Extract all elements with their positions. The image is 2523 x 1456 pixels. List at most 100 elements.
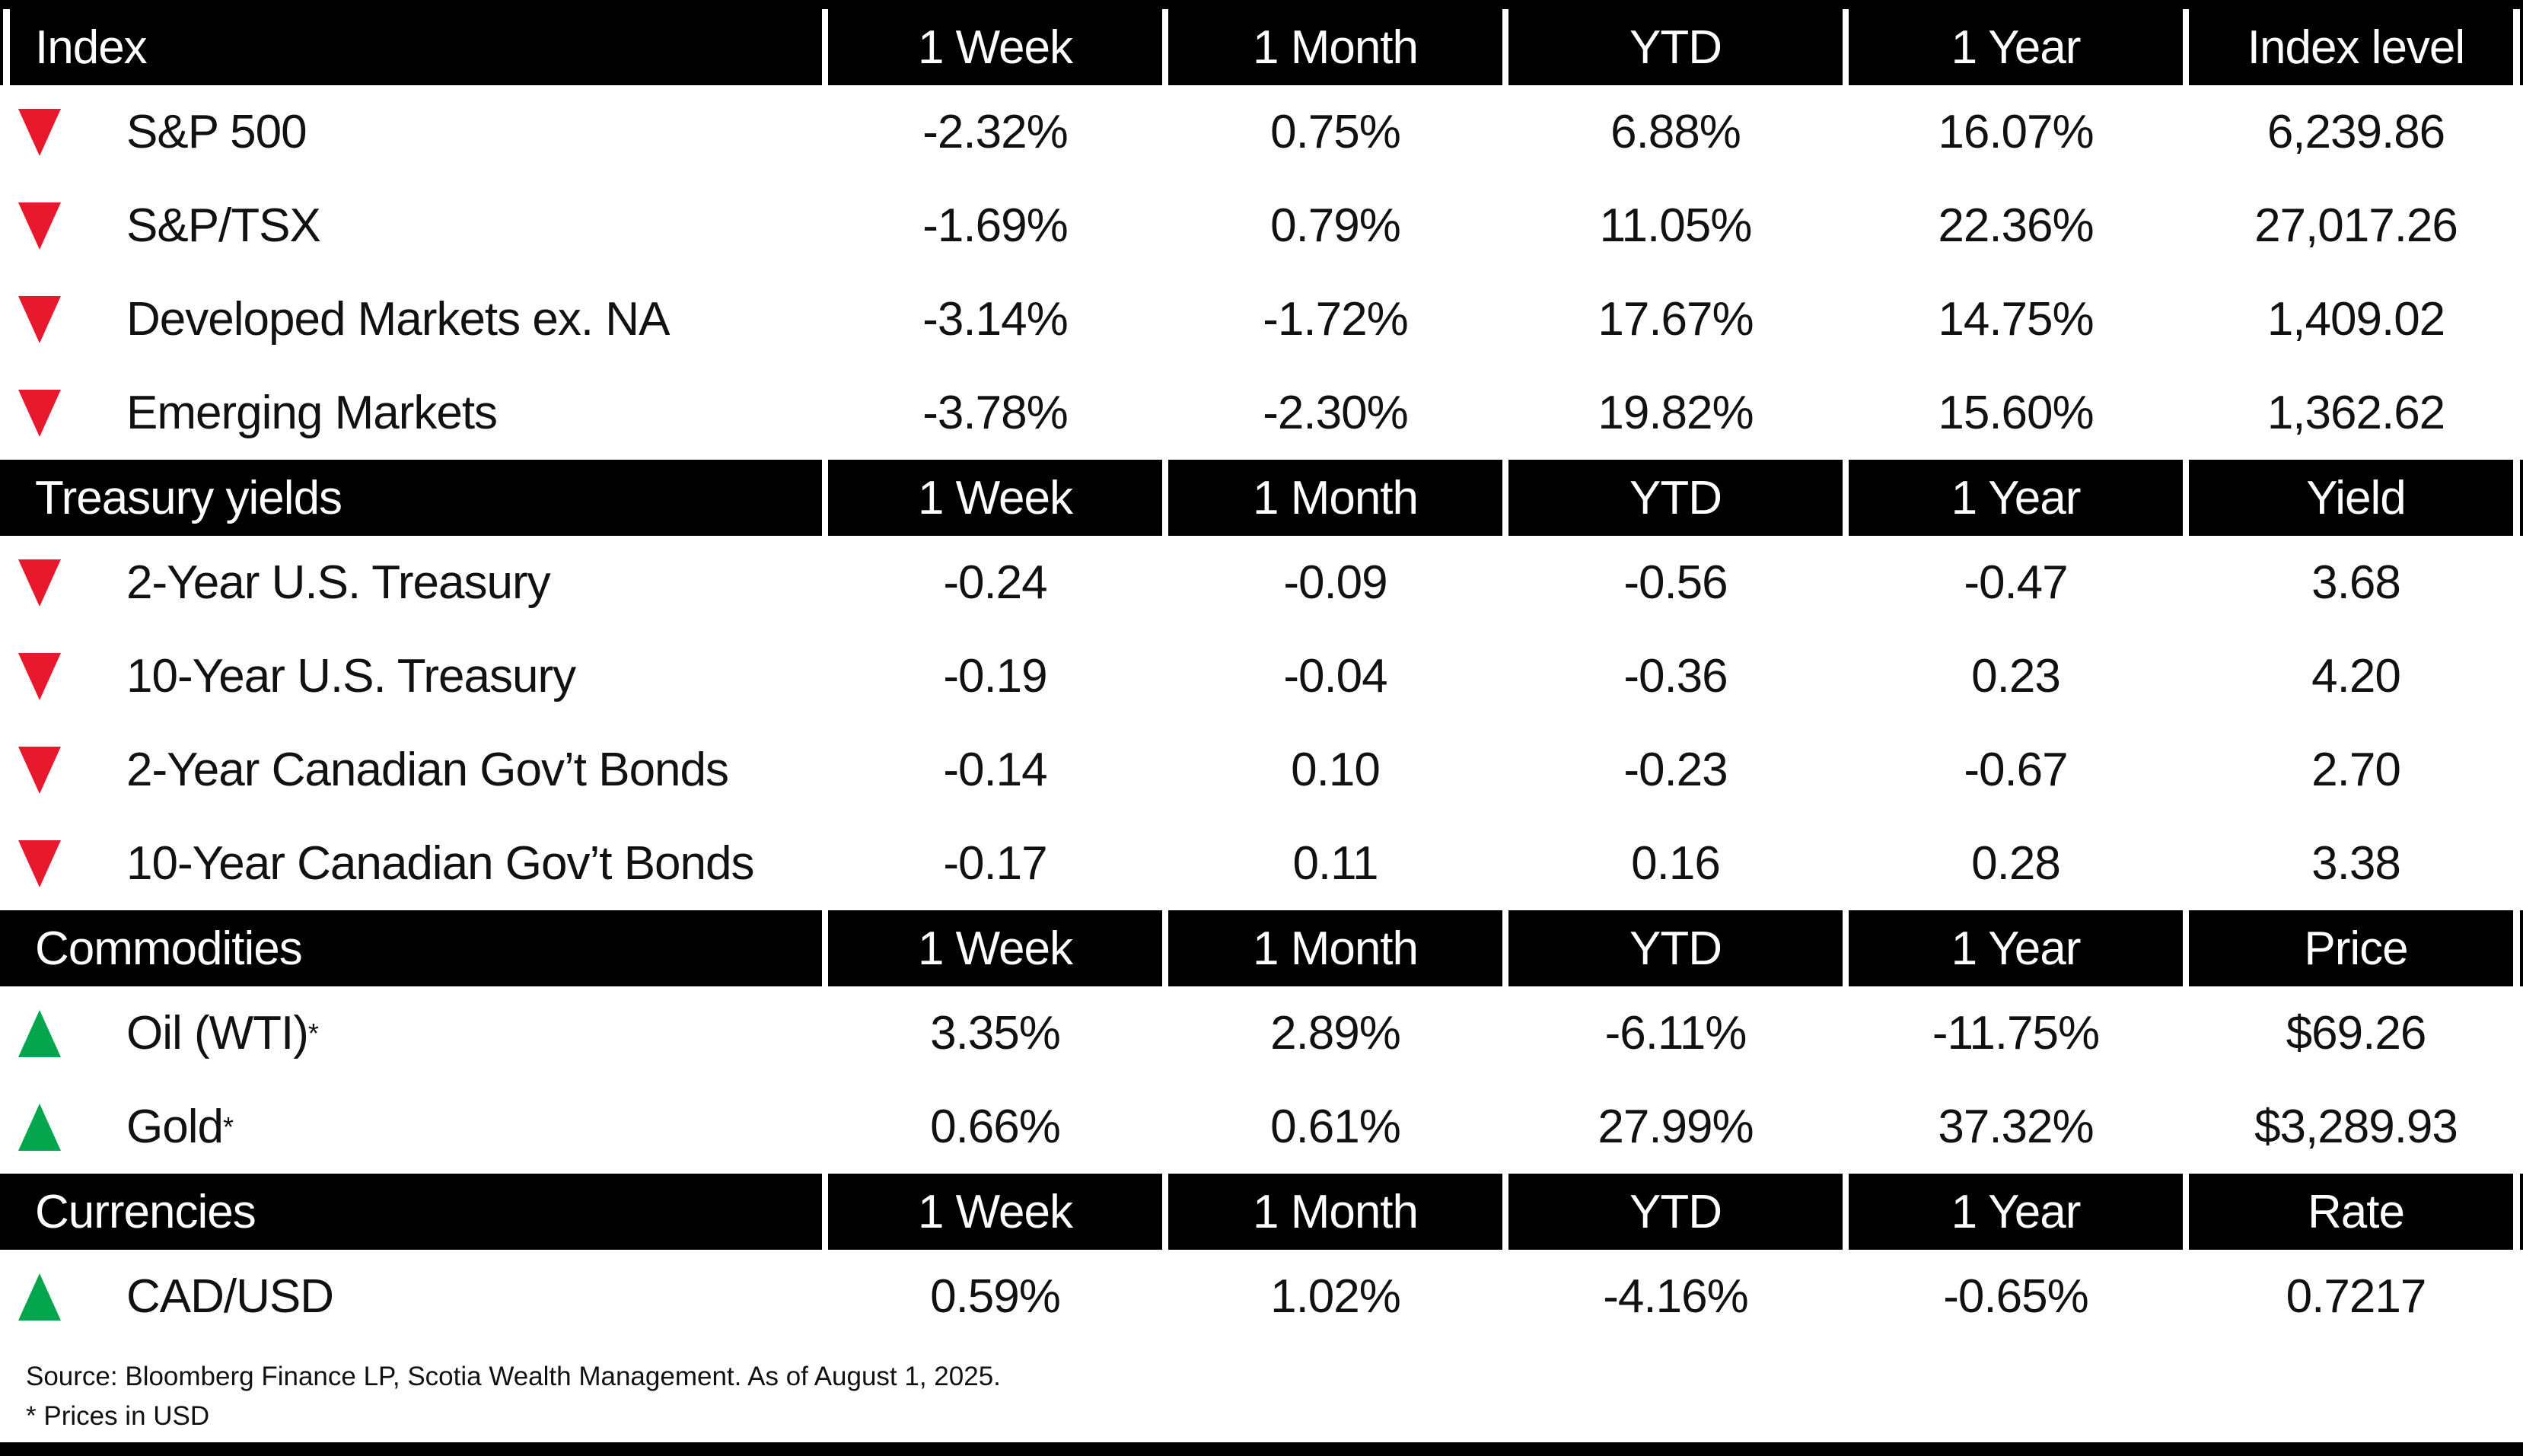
table-row-cadusd: CAD/USD 0.59% 1.02% -4.16% -0.65% 0.7217 [0,1250,2523,1343]
cell-index-level: 1,362.62 [2267,387,2445,439]
cell-ytd: -0.36 [1623,650,1728,703]
up-triangle-icon [18,1009,61,1057]
cell-1month: 2.89% [1270,1007,1401,1059]
row-label: Developed Markets ex. NA [126,293,670,346]
commodities-header-row: Commodities 1 Week 1 Month YTD 1 Year Pr… [0,910,2523,986]
cell-index-level: 6,239.86 [2267,106,2445,158]
row-label-cell: S&P 500 [0,85,822,179]
cell-1year: -11.75% [1932,1007,2100,1059]
row-label: 2-Year Canadian Gov’t Bonds [126,744,729,796]
cell-1week: -2.32% [922,106,1068,158]
row-label-cell: 2-Year Canadian Gov’t Bonds [0,723,822,817]
cell-1year: 14.75% [1938,293,2094,346]
section-commodities: Commodities 1 Week 1 Month YTD 1 Year Pr… [0,910,2523,1174]
down-triangle-icon [18,840,61,887]
table-bottom-border [0,1442,2523,1456]
column-header-ytd: YTD [1502,910,1843,986]
cell-yield: 2.70 [2311,744,2401,796]
cell-1week: -1.69% [922,199,1068,252]
column-header-ytd: YTD [1502,9,1843,85]
cell-1month: 0.75% [1270,106,1401,158]
row-label-cell: Oil (WTI) * [0,986,822,1080]
index-header-row: Index 1 Week 1 Month YTD 1 Year Index le… [0,9,2523,85]
cell-1month: -2.30% [1263,387,1408,439]
table-row-2y-us-treasury: 2-Year U.S. Treasury -0.24 -0.09 -0.56 -… [0,536,2523,629]
cell-1year: -0.67 [1964,744,2068,796]
row-label-cell: Emerging Markets [0,366,822,460]
table-row-gold: Gold * 0.66% 0.61% 27.99% 37.32% $3,289.9… [0,1080,2523,1174]
column-header-1year: 1 Year [1843,910,2183,986]
cell-ytd: 17.67% [1598,293,1754,346]
footnote-prices-usd: * Prices in USD [26,1401,210,1431]
cell-1month: -0.04 [1283,650,1387,703]
section-index: Index 1 Week 1 Month YTD 1 Year Index le… [0,9,2523,460]
row-label: 10-Year Canadian Gov’t Bonds [126,837,754,890]
cell-1month: 0.79% [1270,199,1401,252]
cell-1week: 0.59% [930,1270,1061,1323]
column-header-rate: Rate [2183,1174,2523,1250]
cell-1month: 0.61% [1270,1101,1401,1153]
row-label: CAD/USD [126,1270,334,1323]
row-label-cell: Developed Markets ex. NA [0,272,822,366]
row-label: Emerging Markets [126,387,498,439]
section-title-index: Index [0,9,822,85]
source-note: Source: Bloomberg Finance LP, Scotia Wea… [26,1362,1001,1391]
cell-1week: -3.14% [922,293,1068,346]
cell-price: $69.26 [2286,1007,2427,1059]
table-row-2y-canadian-bonds: 2-Year Canadian Gov’t Bonds -0.14 0.10 -… [0,723,2523,817]
column-header-ytd: YTD [1502,460,1843,536]
row-label-cell: S&P/TSX [0,179,822,272]
row-label-cell: 10-Year U.S. Treasury [0,629,822,723]
column-header-1month: 1 Month [1162,1174,1502,1250]
currencies-header-row: Currencies 1 Week 1 Month YTD 1 Year Rat… [0,1174,2523,1250]
down-triangle-icon [18,202,61,250]
column-header-1week: 1 Week [822,910,1162,986]
table-row-sptsx: S&P/TSX -1.69% 0.79% 11.05% 22.36% 27,01… [0,179,2523,272]
cell-ytd: 19.82% [1598,387,1754,439]
cell-rate: 0.7217 [2286,1270,2427,1323]
down-triangle-icon [18,389,61,437]
cell-1year: 37.32% [1938,1101,2094,1153]
up-triangle-icon [18,1273,61,1321]
cell-1week: 0.66% [930,1101,1061,1153]
cell-ytd: 11.05% [1599,199,1753,252]
cell-1year: 15.60% [1938,387,2094,439]
column-header-1week: 1 Week [822,1174,1162,1250]
cell-1week: -0.19 [943,650,1047,703]
row-label-cell: 10-Year Canadian Gov’t Bonds [0,817,822,910]
cell-1month: 1.02% [1270,1270,1401,1323]
column-header-1year: 1 Year [1843,1174,2183,1250]
footer: Source: Bloomberg Finance LP, Scotia Wea… [0,1343,2523,1442]
row-label-cell: CAD/USD [0,1250,822,1343]
cell-index-level: 27,017.26 [2254,199,2458,252]
column-header-1month: 1 Month [1162,9,1502,85]
cell-1month: -0.09 [1283,556,1387,609]
row-label-cell: Gold * [0,1080,822,1174]
cell-ytd: -0.23 [1623,744,1728,796]
row-label: Gold [126,1101,224,1153]
table-top-border [0,0,2523,9]
table-row-emerging-markets: Emerging Markets -3.78% -2.30% 19.82% 15… [0,366,2523,460]
row-label: 10-Year U.S. Treasury [126,650,576,703]
row-label: 2-Year U.S. Treasury [126,556,551,609]
cell-ytd: -4.16% [1603,1270,1748,1323]
cell-1week: -0.24 [943,556,1047,609]
cell-yield: 3.38 [2311,837,2401,890]
section-treasury-yields: Treasury yields 1 Week 1 Month YTD 1 Yea… [0,460,2523,910]
cell-1year: 16.07% [1938,106,2094,158]
column-header-1year: 1 Year [1843,460,2183,536]
cell-ytd: 6.88% [1610,106,1741,158]
cell-1month: 0.10 [1291,744,1381,796]
table-row-10y-us-treasury: 10-Year U.S. Treasury -0.19 -0.04 -0.36 … [0,629,2523,723]
cell-1year: -0.47 [1964,556,2068,609]
cell-1month: -1.72% [1263,293,1408,346]
row-label: S&P/TSX [126,199,321,252]
table-row-developed-markets: Developed Markets ex. NA -3.14% -1.72% 1… [0,272,2523,366]
section-currencies: Currencies 1 Week 1 Month YTD 1 Year Rat… [0,1174,2523,1343]
cell-1month: 0.11 [1292,837,1378,890]
column-header-1month: 1 Month [1162,910,1502,986]
table-row-10y-canadian-bonds: 10-Year Canadian Gov’t Bonds -0.17 0.11 … [0,817,2523,910]
table-row-sp500: S&P 500 -2.32% 0.75% 6.88% 16.07% 6,239.… [0,85,2523,179]
cell-ytd: 27.99% [1598,1101,1754,1153]
column-header-index-level: Index level [2183,9,2523,85]
